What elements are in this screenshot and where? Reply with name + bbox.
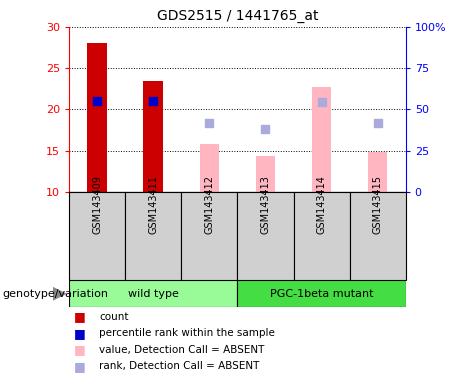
Point (149, 98, 157, 104)
Text: rank, Detection Call = ABSENT: rank, Detection Call = ABSENT (99, 361, 260, 371)
Bar (200, 144, 219, 192)
Polygon shape (53, 287, 67, 301)
Text: GSM143411: GSM143411 (148, 175, 158, 234)
Bar (69, 280, 237, 307)
Title: GDS2515 / 1441765_at: GDS2515 / 1441765_at (157, 9, 318, 23)
Point (206, 119, 213, 126)
Bar (69, 192, 125, 280)
Bar (237, 280, 406, 307)
Bar (237, 192, 294, 280)
Text: value, Detection Call = ABSENT: value, Detection Call = ABSENT (99, 345, 265, 355)
Bar (88, 43, 107, 192)
Text: GSM143409: GSM143409 (92, 175, 102, 234)
Text: ■: ■ (74, 343, 85, 356)
Point (94, 98, 101, 104)
Bar (368, 152, 387, 192)
Text: GSM143414: GSM143414 (317, 175, 326, 234)
Text: GSM143413: GSM143413 (260, 175, 271, 234)
Point (318, 99, 325, 105)
Text: ■: ■ (74, 360, 85, 373)
Bar (181, 192, 237, 280)
Text: PGC-1beta mutant: PGC-1beta mutant (270, 289, 373, 299)
Point (374, 121, 381, 127)
Bar (312, 87, 331, 192)
Text: ■: ■ (74, 327, 85, 340)
Bar (256, 156, 275, 192)
Bar (349, 192, 406, 280)
Text: count: count (99, 312, 129, 322)
Bar (143, 81, 163, 192)
Text: percentile rank within the sample: percentile rank within the sample (99, 328, 275, 338)
Text: ■: ■ (74, 310, 85, 323)
Bar (294, 192, 349, 280)
Text: GSM143415: GSM143415 (372, 175, 383, 234)
Text: wild type: wild type (128, 289, 179, 299)
Point (262, 126, 269, 132)
Bar (125, 192, 181, 280)
Text: GSM143412: GSM143412 (204, 175, 214, 234)
Text: genotype/variation: genotype/variation (2, 289, 108, 299)
